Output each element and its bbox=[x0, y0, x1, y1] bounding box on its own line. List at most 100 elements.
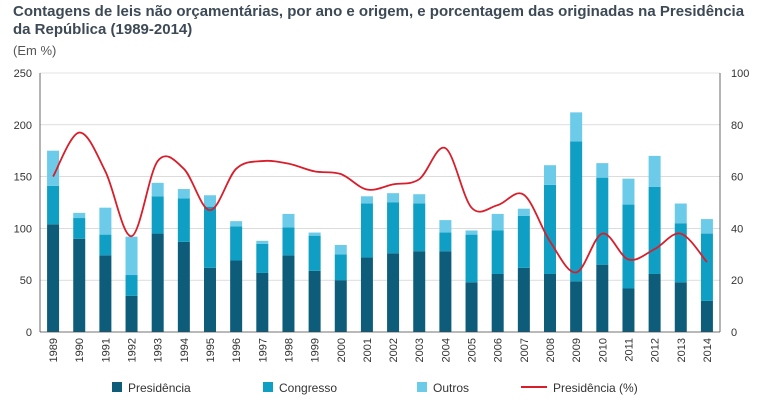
x-tick-label: 2000 bbox=[336, 338, 348, 362]
bar-congresso bbox=[47, 185, 60, 225]
bar-presidencia bbox=[47, 224, 60, 332]
percent-point bbox=[628, 259, 630, 261]
legend-swatch bbox=[263, 382, 273, 392]
bar-outros bbox=[413, 194, 426, 204]
bar-presidencia bbox=[570, 281, 583, 332]
bar-presidencia bbox=[177, 241, 190, 332]
legend-label: Outros bbox=[433, 381, 469, 395]
percent-point bbox=[340, 173, 342, 175]
y2-tick-label: 100 bbox=[731, 68, 749, 80]
y-tick-label: 0 bbox=[26, 327, 32, 339]
bar-congresso bbox=[387, 202, 400, 254]
bar-congresso bbox=[151, 196, 164, 234]
legend-label: Presidência bbox=[128, 381, 191, 395]
bar-outros bbox=[125, 236, 138, 276]
percent-point bbox=[497, 204, 499, 206]
percent-point bbox=[104, 171, 106, 173]
x-tick-label: 1989 bbox=[48, 338, 60, 362]
x-tick-label: 2007 bbox=[519, 338, 531, 362]
bar-congresso bbox=[544, 184, 556, 274]
x-tick-label: 1992 bbox=[127, 338, 139, 362]
x-tick-label: 1996 bbox=[231, 338, 243, 362]
percent-point bbox=[523, 194, 525, 196]
bar-outros bbox=[282, 213, 295, 228]
bar-outros bbox=[151, 182, 164, 197]
bar-congresso bbox=[465, 234, 478, 283]
percent-point bbox=[78, 132, 80, 134]
bar-outros bbox=[99, 207, 112, 235]
bar-outros bbox=[308, 232, 321, 236]
bar-congresso bbox=[491, 230, 504, 274]
bar-presidencia bbox=[387, 253, 400, 332]
y2-tick-label: 60 bbox=[731, 172, 743, 184]
bar-outros bbox=[177, 189, 190, 199]
bar-outros bbox=[517, 208, 530, 216]
bar-congresso bbox=[308, 235, 321, 271]
percent-point bbox=[575, 272, 577, 274]
bar-outros bbox=[73, 212, 86, 219]
percent-line-layer bbox=[52, 131, 708, 274]
presidencia-percent-line bbox=[52, 131, 708, 274]
x-tick-label: 1998 bbox=[283, 338, 295, 362]
bar-outros bbox=[360, 196, 373, 204]
x-tick-label: 2001 bbox=[362, 338, 374, 362]
bar-congresso bbox=[517, 215, 530, 268]
x-tick-label: 2008 bbox=[545, 338, 557, 362]
bar-presidencia bbox=[648, 273, 661, 332]
bar-congresso bbox=[204, 206, 216, 268]
percent-point bbox=[392, 183, 394, 185]
x-tick-label: 2004 bbox=[440, 338, 452, 362]
bar-congresso bbox=[230, 226, 243, 261]
bar-outros bbox=[544, 165, 556, 185]
y2-tick-label: 0 bbox=[731, 327, 737, 339]
bar-presidencia bbox=[308, 270, 321, 332]
percent-point bbox=[52, 176, 54, 178]
bar-presidencia bbox=[544, 273, 556, 332]
bar-presidencia bbox=[256, 272, 269, 332]
percent-point bbox=[183, 168, 185, 170]
y2-tick-label: 20 bbox=[731, 275, 743, 287]
bar-congresso bbox=[334, 254, 347, 281]
bar-presidencia bbox=[282, 255, 295, 332]
legend: Presidência Congresso Outros Presidência (%… bbox=[112, 381, 638, 395]
percent-point bbox=[418, 178, 420, 180]
x-tick-label: 1999 bbox=[310, 338, 322, 362]
bar-congresso bbox=[570, 141, 583, 282]
percent-point bbox=[654, 248, 656, 250]
bar-outros bbox=[204, 195, 216, 207]
bar-outros bbox=[596, 163, 609, 178]
bar-congresso bbox=[439, 232, 452, 252]
bar-outros bbox=[700, 219, 713, 234]
legend-label: Presidência (%) bbox=[553, 381, 638, 395]
bar-congresso bbox=[73, 218, 86, 239]
percent-point bbox=[288, 163, 290, 165]
bar-outros bbox=[674, 203, 687, 224]
y-tick-label: 50 bbox=[20, 275, 32, 287]
x-tick-label: 2009 bbox=[571, 338, 583, 362]
bar-outros bbox=[465, 230, 478, 235]
percent-point bbox=[601, 233, 603, 235]
bar-presidencia bbox=[204, 267, 216, 332]
bar-presidencia bbox=[465, 282, 478, 332]
axes-layer: 0 50 100 150 200 250 0 20 40 60 80 100 1989 1990 1991 1… bbox=[14, 68, 750, 362]
bar-presidencia bbox=[99, 255, 112, 332]
bar-presidencia bbox=[413, 251, 426, 332]
percent-point bbox=[680, 233, 682, 235]
y-tick-label: 100 bbox=[14, 223, 32, 235]
bar-outros bbox=[570, 112, 583, 142]
percent-point bbox=[444, 147, 446, 149]
bar-outros bbox=[334, 244, 347, 255]
y2-tick-label: 40 bbox=[731, 223, 743, 235]
x-tick-label: 2013 bbox=[676, 338, 688, 362]
percent-point bbox=[261, 160, 263, 162]
bar-presidencia bbox=[622, 288, 635, 332]
y-tick-label: 200 bbox=[14, 120, 32, 132]
bar-layer bbox=[47, 112, 713, 332]
bar-congresso bbox=[700, 233, 713, 301]
bar-congresso bbox=[360, 203, 373, 258]
bar-congresso bbox=[596, 177, 609, 265]
bar-presidencia bbox=[491, 273, 504, 332]
x-tick-label: 2006 bbox=[493, 338, 505, 362]
x-tick-label: 1995 bbox=[205, 338, 217, 362]
